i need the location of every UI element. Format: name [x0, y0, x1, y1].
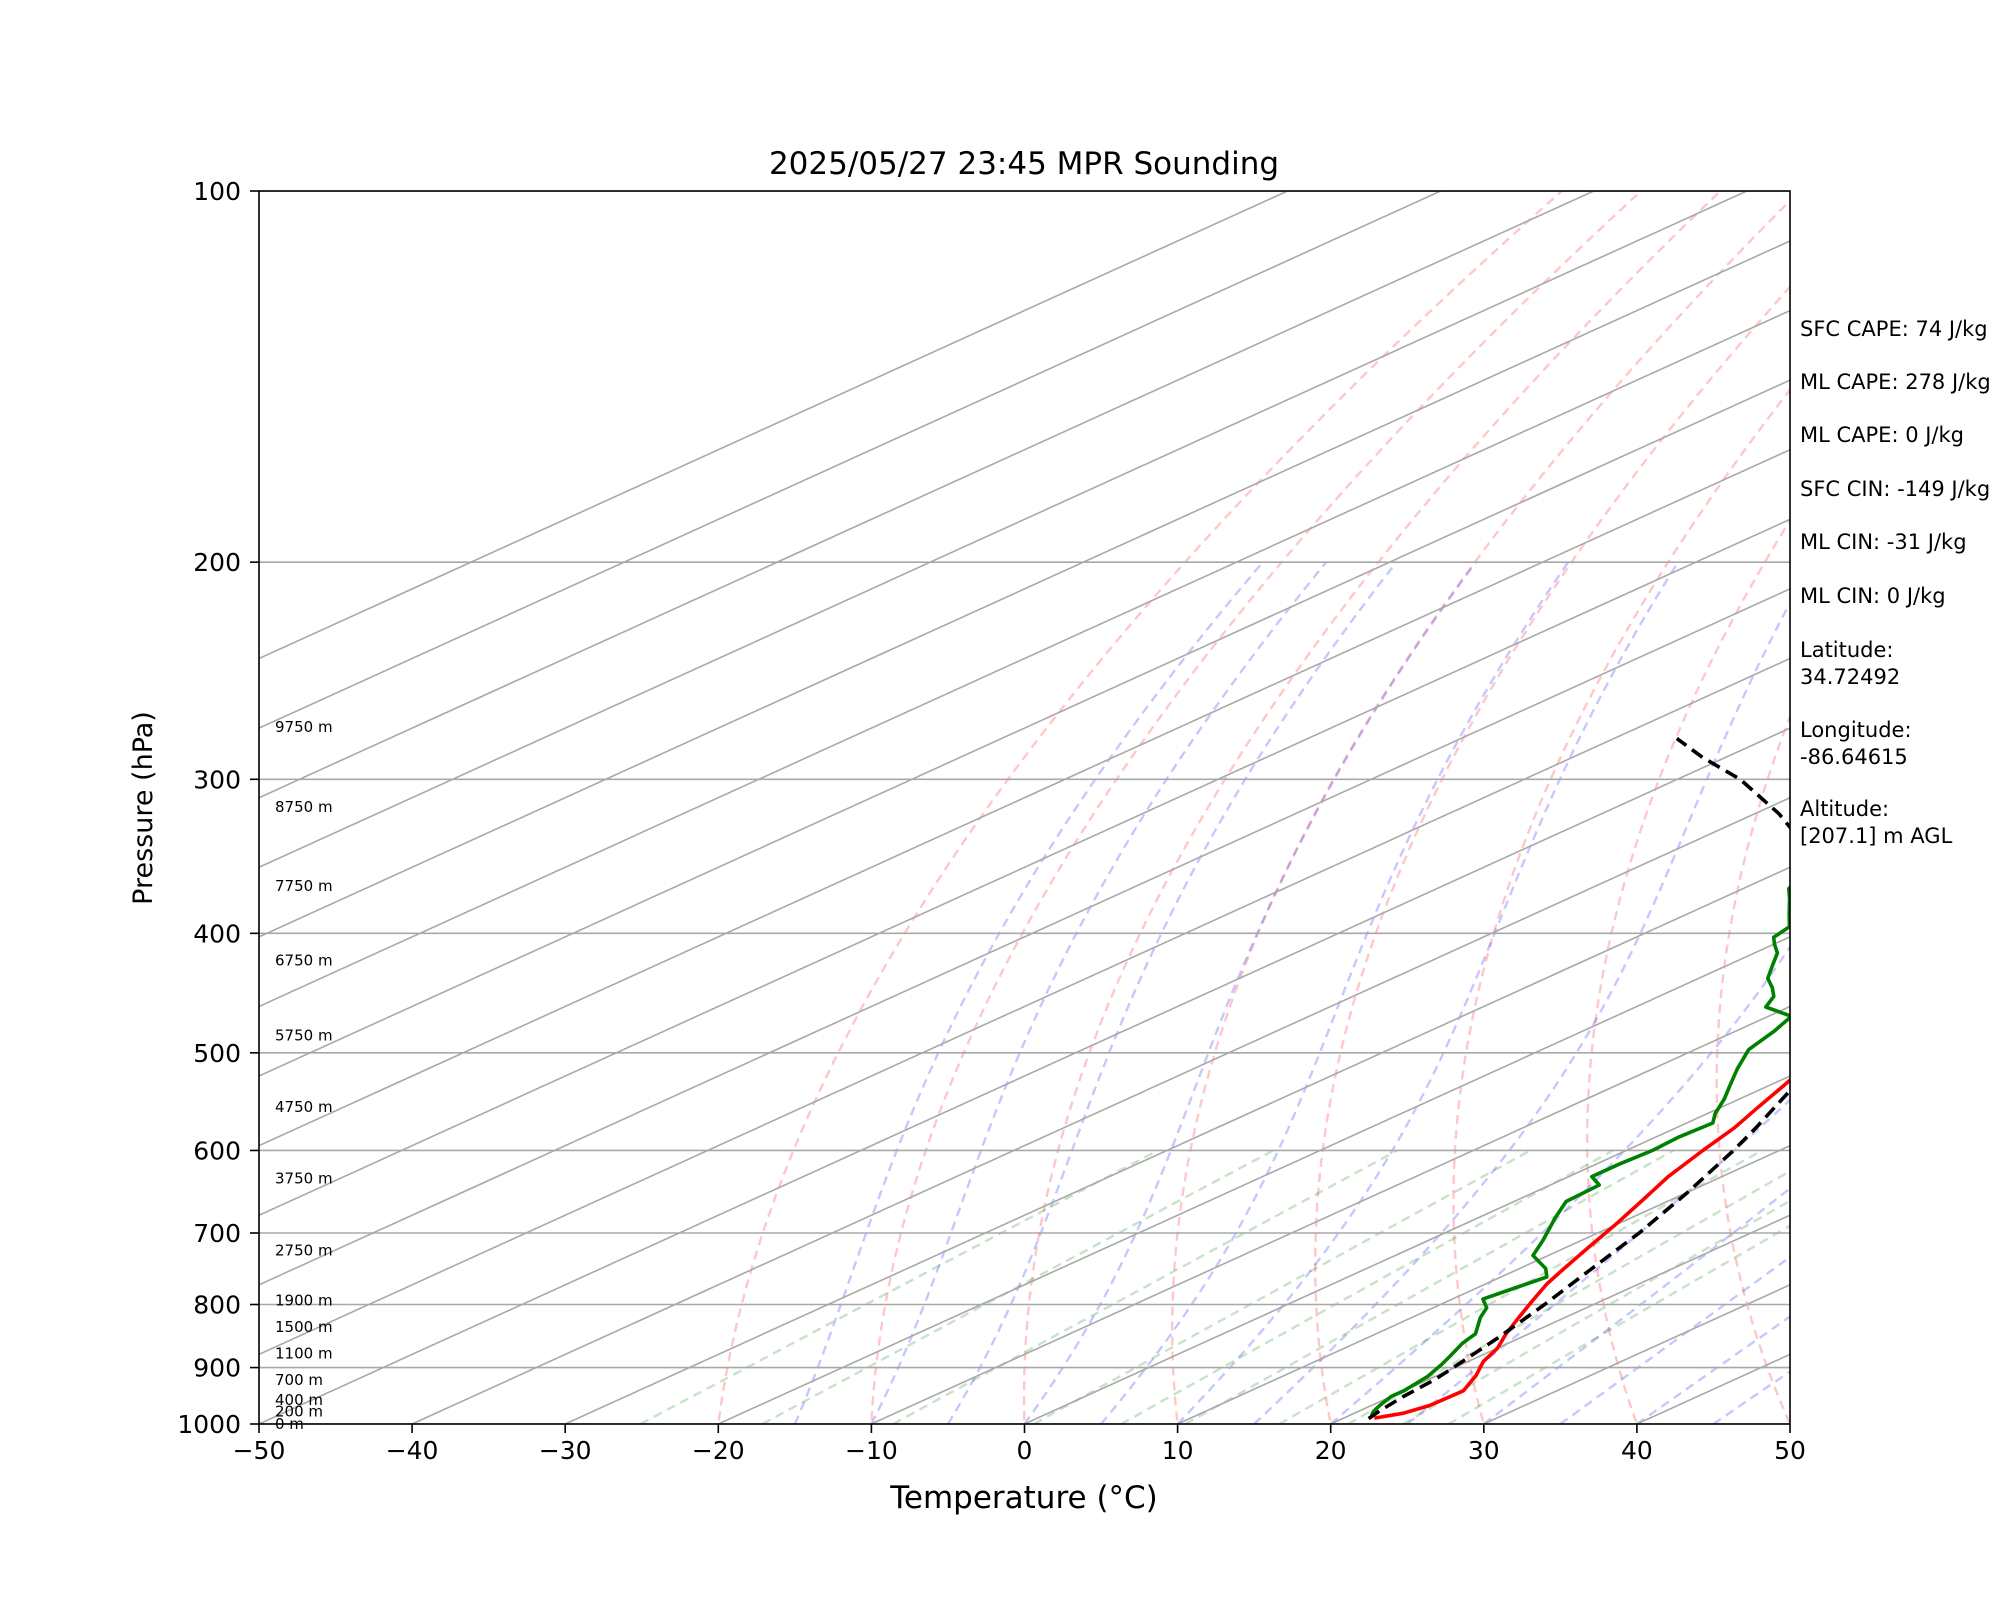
x-tick-label: −20 — [692, 1436, 745, 1465]
temperature-line — [1374, 1077, 1790, 1420]
y-tick-label: 400 — [193, 919, 241, 948]
height-label: 700 m — [275, 1371, 323, 1389]
height-label: 4750 m — [275, 1098, 333, 1116]
height-label: 5750 m — [275, 1026, 333, 1044]
isotherm-line — [259, 727, 1790, 1424]
height-label: 7750 m — [275, 877, 333, 895]
chart-title: 2025/05/27 23:45 MPR Sounding — [769, 146, 1279, 182]
dry-adiabat-line — [870, 191, 1643, 1424]
y-tick-label: 700 — [193, 1219, 241, 1248]
isotherm-line — [259, 191, 1441, 729]
height-label: 8750 m — [275, 798, 333, 816]
sounding-parameter: Longitude: -86.64615 — [1800, 718, 1912, 769]
dry-adiabat-line — [1452, 387, 1790, 1424]
isotherm-line — [259, 309, 1790, 1008]
height-label: 400 m — [275, 1391, 323, 1409]
background-lines — [259, 191, 1790, 1424]
x-tick-label: 30 — [1468, 1436, 1500, 1465]
dry-adiabat-line — [1586, 518, 1790, 1424]
isotherm-line — [259, 518, 1790, 1217]
sounding-parameter: SFC CIN: -149 J/kg — [1800, 477, 1991, 501]
sounding-parameter: ML CIN: 0 J/kg — [1800, 584, 1946, 608]
height-label: 1100 m — [275, 1345, 333, 1363]
y-tick-label: 300 — [193, 765, 241, 794]
x-tick-label: −50 — [233, 1436, 286, 1465]
mixing-ratio-line — [892, 1149, 1398, 1424]
height-label: 9750 m — [275, 718, 333, 736]
sounding-parameter: SFC CAPE: 74 J/kg — [1800, 317, 1988, 341]
moist-adiabat-line — [1100, 561, 1570, 1424]
dry-adiabat-line — [717, 191, 1564, 1424]
isotherm-line — [259, 240, 1790, 938]
mixing-ratio-line — [1347, 1169, 1790, 1424]
isotherm-line — [259, 379, 1790, 1077]
isotherm-line — [259, 448, 1790, 1147]
x-axis-label: Temperature (°C) — [889, 1480, 1158, 1516]
y-tick-label: 800 — [193, 1291, 241, 1320]
x-tick-label: −30 — [539, 1436, 592, 1465]
sounding-parameter: ML CAPE: 0 J/kg — [1800, 423, 1965, 447]
x-tick-label: 50 — [1774, 1436, 1806, 1465]
isotherm-line — [564, 866, 1790, 1424]
mixing-ratio-line — [761, 1149, 1274, 1424]
moist-adiabat-line — [1483, 1186, 1790, 1424]
x-tick-label: 20 — [1315, 1436, 1347, 1465]
height-label: 200 m — [275, 1403, 323, 1421]
y-tick-label: 600 — [193, 1136, 241, 1165]
y-tick-label: 200 — [193, 548, 241, 577]
moist-adiabat-line — [1023, 561, 1477, 1424]
sounding-series — [1367, 737, 1790, 1421]
isotherm-line — [259, 657, 1790, 1356]
y-tick-label: 500 — [193, 1039, 241, 1068]
isotherm-line — [871, 1005, 1790, 1424]
isotherm-line — [717, 935, 1790, 1424]
y-tick-label: 900 — [193, 1354, 241, 1383]
isotherm-line — [259, 191, 1288, 660]
x-tick-label: 40 — [1621, 1436, 1653, 1465]
x-tick-label: −40 — [386, 1436, 439, 1465]
height-label: 0 m — [275, 1415, 304, 1433]
y-tick-label: 1000 — [177, 1410, 241, 1439]
y-axis-label: Pressure (hPa) — [128, 711, 159, 905]
x-tick-label: 10 — [1162, 1436, 1194, 1465]
y-axis-ticks: 100 200 300 400 500 600 700 800 900 1000 — [177, 177, 259, 1439]
moist-adiabat-line — [1253, 600, 1790, 1424]
x-tick-label: −10 — [845, 1436, 898, 1465]
isotherm-line — [259, 191, 1595, 799]
sounding-parameter: ML CAPE: 278 J/kg — [1800, 370, 1991, 394]
height-label: 3750 m — [275, 1169, 333, 1187]
isotherm-line — [1330, 1214, 1790, 1424]
height-label: 1900 m — [275, 1291, 333, 1309]
isotherm-line — [1024, 1075, 1790, 1424]
height-label: 2750 m — [275, 1241, 333, 1259]
dry-adiabat-line — [1022, 191, 1723, 1424]
height-label: 1500 m — [275, 1318, 333, 1336]
sounding-parameter: Altitude: [207.1] m AGL — [1800, 797, 1953, 848]
isotherm-line — [1177, 1144, 1790, 1424]
height-label: 6750 m — [275, 952, 333, 970]
x-tick-label: 0 — [1017, 1436, 1033, 1465]
sounding-parameter: ML CIN: -31 J/kg — [1800, 530, 1967, 554]
isotherm-line — [259, 191, 1748, 869]
isotherm-line — [259, 588, 1790, 1286]
dry-adiabat-line — [1715, 713, 1790, 1424]
dewpoint-line — [1369, 884, 1790, 1417]
sounding-parameter: Latitude: 34.72492 — [1800, 638, 1901, 689]
isotherm-line — [411, 796, 1790, 1424]
x-axis-ticks: −50 −40 −30 −20 −10 0 10 20 30 40 50 — [233, 1424, 1806, 1465]
y-tick-label: 100 — [193, 177, 241, 206]
